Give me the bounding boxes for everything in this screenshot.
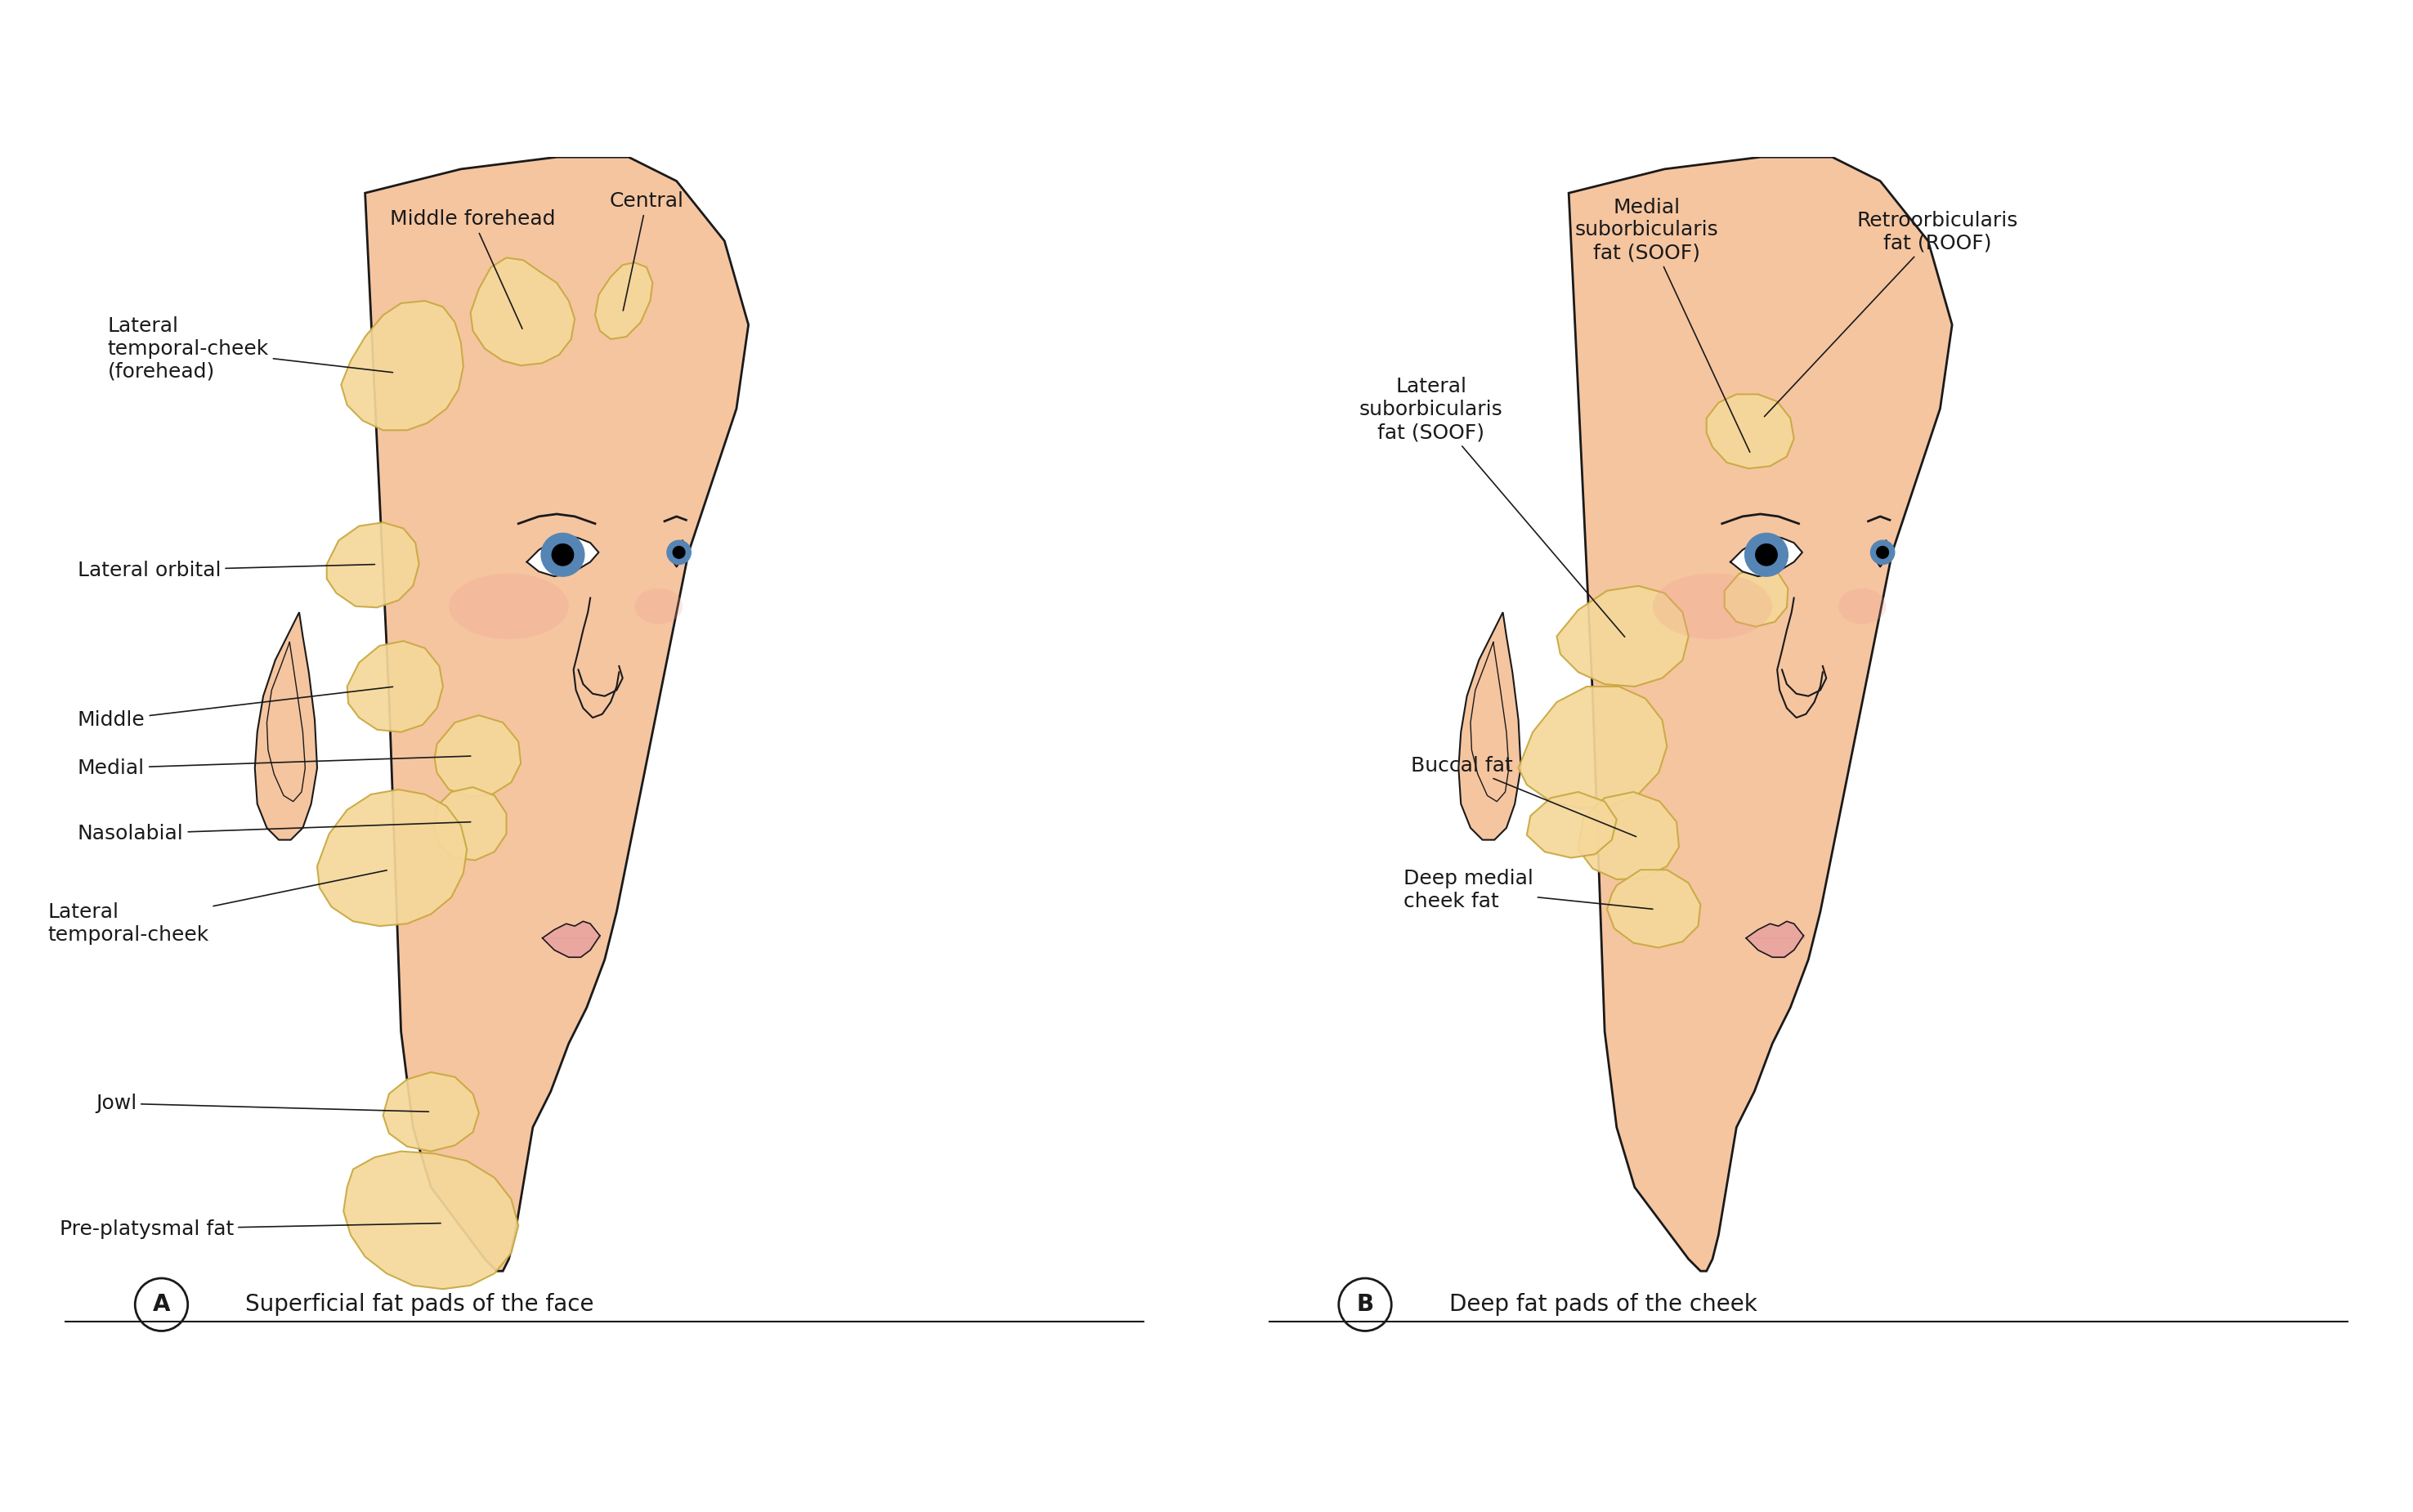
Polygon shape <box>1607 869 1701 948</box>
Text: Lateral
temporal-cheek: Lateral temporal-cheek <box>48 871 386 945</box>
Text: Lateral
suborbicularis
fat (SOOF): Lateral suborbicularis fat (SOOF) <box>1359 376 1624 637</box>
Polygon shape <box>1568 157 1952 1272</box>
Text: Middle forehead: Middle forehead <box>391 209 555 328</box>
Text: Superficial fat pads of the face: Superficial fat pads of the face <box>246 1293 594 1315</box>
Polygon shape <box>384 1072 478 1151</box>
Text: B: B <box>1356 1293 1373 1315</box>
Polygon shape <box>471 257 574 366</box>
Polygon shape <box>1578 792 1679 880</box>
Polygon shape <box>340 301 463 431</box>
Text: A: A <box>152 1293 171 1315</box>
Polygon shape <box>434 788 507 860</box>
Polygon shape <box>1706 395 1793 469</box>
Polygon shape <box>316 789 466 925</box>
Polygon shape <box>1527 792 1617 857</box>
Text: Deep medial
cheek fat: Deep medial cheek fat <box>1404 869 1653 912</box>
Text: Pre-platysmal fat: Pre-platysmal fat <box>60 1219 442 1238</box>
Text: Medial: Medial <box>77 756 471 777</box>
Polygon shape <box>256 612 316 839</box>
Circle shape <box>673 546 685 558</box>
Circle shape <box>553 544 574 565</box>
Ellipse shape <box>1653 573 1774 640</box>
Polygon shape <box>1730 535 1803 576</box>
Ellipse shape <box>449 573 569 640</box>
Polygon shape <box>526 535 598 576</box>
Polygon shape <box>434 715 521 797</box>
Circle shape <box>1757 544 1778 565</box>
Polygon shape <box>347 641 444 732</box>
Polygon shape <box>1518 686 1667 809</box>
Circle shape <box>1745 534 1788 576</box>
Ellipse shape <box>1839 588 1887 624</box>
Text: Lateral
temporal-cheek
(forehead): Lateral temporal-cheek (forehead) <box>109 316 393 381</box>
Polygon shape <box>596 263 652 339</box>
Text: Jowl: Jowl <box>97 1093 430 1113</box>
Circle shape <box>1877 546 1889 558</box>
Polygon shape <box>1875 540 1889 567</box>
Text: Buccal fat: Buccal fat <box>1412 756 1636 836</box>
Text: Central: Central <box>610 192 683 310</box>
Polygon shape <box>326 523 420 608</box>
Polygon shape <box>1556 587 1689 686</box>
Polygon shape <box>671 540 685 567</box>
Polygon shape <box>364 157 748 1272</box>
Circle shape <box>666 540 690 564</box>
Circle shape <box>1870 540 1894 564</box>
Polygon shape <box>1457 612 1520 839</box>
Ellipse shape <box>635 588 683 624</box>
Polygon shape <box>1725 567 1788 626</box>
Text: Medial
suborbicularis
fat (SOOF): Medial suborbicularis fat (SOOF) <box>1576 198 1749 452</box>
Text: Lateral orbital: Lateral orbital <box>77 561 374 581</box>
Circle shape <box>541 534 584 576</box>
Text: Deep fat pads of the cheek: Deep fat pads of the cheek <box>1448 1293 1757 1315</box>
Text: Retroorbicularis
fat (ROOF): Retroorbicularis fat (ROOF) <box>1764 210 2017 417</box>
Text: Nasolabial: Nasolabial <box>77 823 471 844</box>
Text: Middle: Middle <box>77 686 393 730</box>
Polygon shape <box>343 1151 519 1290</box>
